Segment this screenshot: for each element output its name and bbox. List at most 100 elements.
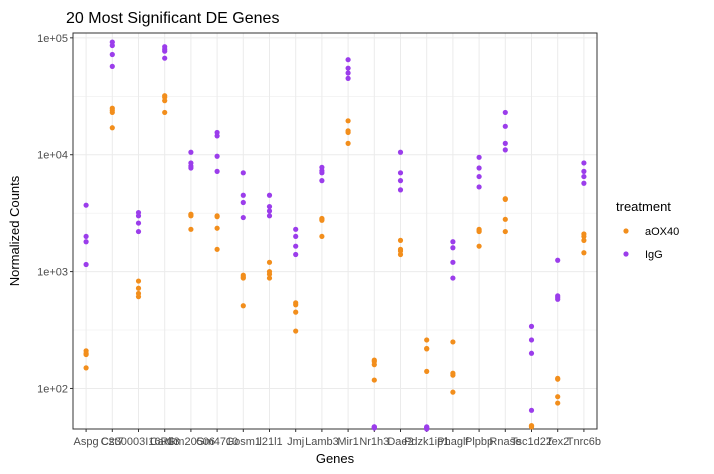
data-point bbox=[424, 368, 430, 374]
data-point bbox=[240, 275, 246, 281]
data-point bbox=[581, 160, 587, 166]
data-point bbox=[528, 337, 535, 343]
data-point bbox=[397, 237, 404, 243]
x-tick-label: Il21l1 bbox=[256, 436, 282, 448]
data-point bbox=[162, 109, 168, 116]
data-point bbox=[135, 228, 142, 235]
data-point bbox=[293, 243, 299, 249]
data-point bbox=[397, 187, 404, 193]
plot-grid bbox=[73, 33, 597, 429]
data-point bbox=[266, 203, 273, 210]
x-tick-label: Cst7 bbox=[101, 436, 124, 448]
data-point bbox=[397, 149, 404, 155]
data-point bbox=[188, 165, 194, 171]
data-points bbox=[83, 39, 587, 432]
data-point bbox=[293, 251, 299, 258]
y-axis: 1e+02 1e+03 1e+04 1e+05 bbox=[37, 33, 73, 395]
data-point bbox=[214, 133, 220, 139]
data-point bbox=[319, 233, 325, 240]
x-tick-label: Mir1 bbox=[337, 436, 358, 448]
data-point bbox=[581, 233, 587, 240]
data-point bbox=[345, 70, 351, 76]
data-point bbox=[502, 216, 508, 222]
y-axis-title: Normalized Counts bbox=[7, 175, 22, 286]
data-point bbox=[83, 202, 89, 208]
x-tick-label: Phaglf bbox=[437, 436, 469, 448]
data-point bbox=[135, 294, 142, 300]
data-point bbox=[371, 425, 377, 431]
data-point bbox=[135, 213, 142, 219]
data-point bbox=[424, 337, 430, 343]
data-point bbox=[293, 328, 299, 334]
data-point bbox=[345, 140, 351, 146]
data-point bbox=[450, 245, 456, 251]
data-point bbox=[397, 170, 404, 176]
data-point bbox=[266, 213, 273, 219]
x-tick-label: Dae2 bbox=[387, 436, 413, 448]
data-point bbox=[450, 275, 456, 281]
data-point bbox=[450, 389, 456, 395]
data-point bbox=[319, 170, 325, 176]
data-point bbox=[109, 51, 115, 58]
data-point bbox=[476, 243, 482, 249]
data-point bbox=[345, 118, 351, 124]
data-point bbox=[319, 217, 325, 223]
data-point bbox=[293, 226, 299, 232]
x-axis-title: Genes bbox=[316, 451, 355, 466]
data-point bbox=[345, 65, 351, 71]
data-point bbox=[162, 48, 168, 54]
data-point bbox=[371, 377, 377, 383]
data-point bbox=[135, 285, 142, 291]
data-point bbox=[528, 407, 535, 413]
data-point bbox=[555, 376, 561, 382]
data-point bbox=[476, 165, 482, 171]
data-point bbox=[371, 362, 377, 368]
data-point bbox=[188, 213, 194, 219]
x-tick-label: Tsc1d22 bbox=[511, 436, 552, 448]
y-tick-label: 1e+02 bbox=[37, 383, 68, 395]
data-point bbox=[109, 42, 115, 49]
data-point bbox=[502, 109, 508, 116]
legend-label: IgG bbox=[645, 249, 663, 261]
data-point bbox=[319, 178, 325, 184]
data-point bbox=[109, 63, 115, 69]
chart-title: 20 Most Significant DE Genes bbox=[66, 10, 279, 27]
data-point bbox=[345, 57, 351, 63]
data-point bbox=[581, 237, 587, 243]
data-point bbox=[502, 147, 508, 153]
data-point bbox=[293, 233, 299, 240]
legend-key bbox=[623, 228, 629, 234]
data-point bbox=[214, 246, 220, 252]
data-point bbox=[450, 239, 456, 245]
y-tick-label: 1e+05 bbox=[37, 33, 68, 45]
data-point bbox=[476, 154, 482, 160]
data-point bbox=[266, 275, 273, 281]
y-tick-label: 1e+04 bbox=[37, 150, 68, 162]
legend-items: aOX40 IgG bbox=[623, 226, 679, 261]
data-point bbox=[555, 400, 561, 406]
data-point bbox=[450, 372, 456, 378]
data-point bbox=[214, 153, 220, 159]
data-point bbox=[83, 233, 89, 240]
legend: treatment aOX40 IgG bbox=[616, 199, 679, 261]
data-point bbox=[266, 271, 273, 277]
data-point bbox=[162, 98, 168, 104]
data-point bbox=[83, 261, 89, 268]
x-axis: Aspg Cst7C230003I16RikCar13Gm20506Gm4710G… bbox=[74, 429, 601, 448]
x-tick-label: Car13 bbox=[150, 436, 180, 448]
data-point bbox=[240, 214, 246, 221]
x-tick-label: Pdzk1ip1 bbox=[404, 436, 449, 448]
legend-key bbox=[623, 251, 629, 257]
data-point bbox=[555, 296, 561, 302]
x-tick-label: Aspg bbox=[74, 436, 99, 448]
x-tick-label: Jmj bbox=[287, 436, 304, 448]
x-tick-label: Gm20506 bbox=[167, 436, 215, 448]
data-point bbox=[345, 129, 351, 136]
data-point bbox=[188, 226, 194, 232]
data-point bbox=[450, 259, 456, 265]
data-point bbox=[266, 208, 273, 214]
data-point bbox=[266, 259, 273, 265]
data-point bbox=[581, 180, 587, 186]
legend-title: treatment bbox=[616, 199, 671, 214]
